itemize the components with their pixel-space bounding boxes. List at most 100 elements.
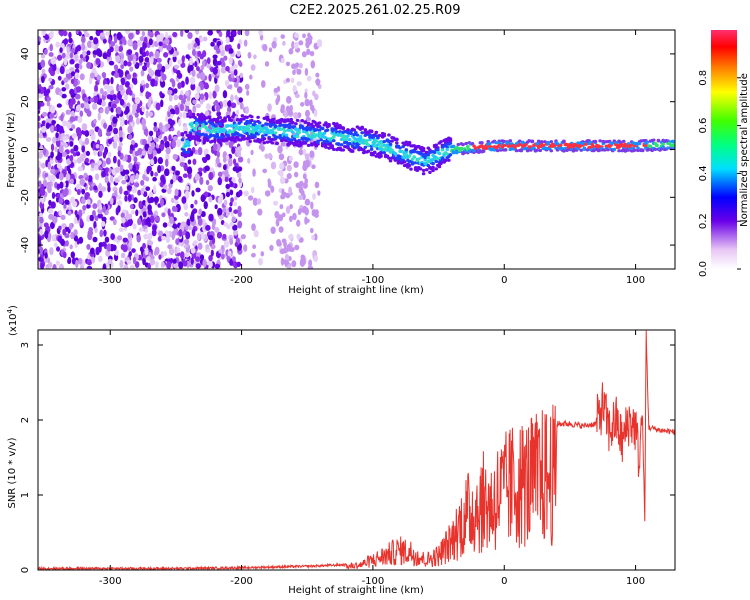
spectrogram-cell — [104, 236, 110, 243]
spectrogram-cell — [112, 93, 117, 101]
spectrogram-cell — [229, 180, 234, 188]
spectrogram-cell — [214, 227, 220, 233]
spectrogram-cell — [55, 132, 59, 139]
snr-ticks: -300 -200 -100 0 100 0 1 2 3 — [20, 330, 675, 587]
spectrogram-cell — [238, 61, 243, 67]
spectrogram-cell — [236, 172, 242, 178]
spectrogram-cell — [69, 52, 74, 59]
x-tick-label: -100 — [362, 576, 385, 587]
spectrogram-cell — [174, 64, 180, 70]
snr-x-axis-label: Height of straight line (km) — [288, 585, 424, 596]
spectrogram-cell — [178, 228, 183, 237]
spectrogram-cell — [141, 30, 146, 37]
spectrogram-cell — [51, 191, 56, 200]
spectrogram-cell — [200, 194, 206, 203]
spectrogram-cell — [149, 258, 156, 266]
spectrogram-cell — [39, 217, 44, 224]
colorbar-gradient — [711, 30, 737, 269]
spectrogram-cell — [204, 110, 210, 118]
spectrogram-cell — [306, 37, 313, 46]
spectrogram-cell — [231, 115, 235, 119]
spectrogram-cell — [114, 166, 120, 174]
spectrogram-cell — [278, 123, 282, 128]
spectrogram-cell — [209, 133, 213, 137]
spectrogram-cell — [126, 61, 132, 67]
spectrogram-cell — [238, 97, 244, 103]
spectrogram-cell — [286, 264, 292, 269]
spectrogram-cell — [339, 143, 344, 147]
spectrogram-cell — [225, 36, 230, 44]
spectrogram-cell — [322, 139, 327, 144]
spectrogram-cell — [245, 115, 249, 119]
spectrogram-cell — [75, 93, 81, 100]
spectrogram-cell — [336, 142, 341, 146]
spectrogram-cell — [235, 117, 240, 122]
spectrogram-cell — [223, 164, 227, 171]
spectrogram-cell — [277, 145, 283, 154]
spectrogram-cell — [68, 37, 73, 44]
spectrogram-cell — [118, 130, 123, 138]
spectrogram-cell — [94, 84, 99, 93]
spectrogram-cell — [40, 257, 44, 263]
spectrogram-cell — [95, 246, 100, 256]
spectrogram-cell — [301, 205, 308, 214]
spectrogram-cell — [293, 32, 300, 38]
spectrogram-cell — [121, 179, 127, 185]
spectrogram-cell — [185, 54, 190, 59]
spectrogram-cell — [143, 191, 148, 198]
spectrogram-cell — [212, 143, 218, 151]
spectrogram-cell — [186, 143, 191, 148]
spectrogram-cell — [48, 84, 54, 90]
spectrogram-cell — [447, 158, 451, 162]
spectrogram-cell — [112, 140, 118, 149]
spectrogram-cell — [129, 66, 134, 72]
spectrogram-cell — [183, 202, 189, 211]
spectrogram-cell — [549, 140, 554, 144]
spectrogram-cell — [231, 135, 235, 139]
spectrogram-cell — [180, 132, 185, 136]
spectrogram-cell — [101, 170, 106, 178]
spectrogram-cell — [64, 199, 70, 205]
spectrogram-cell — [102, 52, 108, 60]
spectrogram-cell — [296, 219, 301, 227]
spectrogram-cell — [155, 102, 161, 111]
spectrogram-cell — [292, 212, 297, 221]
spectrogram-cell — [167, 208, 171, 217]
spectrogram-cell — [194, 199, 198, 205]
spectrogram-cell — [183, 144, 188, 148]
x-tick-label: -200 — [230, 275, 253, 286]
spectrogram-cell — [310, 201, 314, 210]
spectrogram-cell — [193, 126, 197, 131]
spectrogram-cell — [135, 30, 140, 35]
spectrogram-cell — [79, 73, 85, 81]
spectrogram-cell — [132, 72, 137, 78]
spectrogram-cell — [387, 133, 391, 137]
spectrogram-cell — [126, 49, 133, 55]
spectrogram-cell — [73, 216, 78, 225]
spectrogram-cell — [350, 149, 355, 153]
spectrogram-cell — [69, 116, 75, 122]
spectrogram-cell — [114, 190, 118, 198]
spectrogram-cell — [169, 108, 175, 114]
spectrogram-cell — [127, 232, 132, 239]
y-tick-label: 3 — [20, 342, 31, 348]
spectrogram-cell — [176, 247, 181, 254]
spectrogram-cell — [233, 69, 238, 76]
spectrogram-cell — [72, 152, 77, 157]
spectrogram-cell — [171, 165, 176, 172]
spectrogram-cell — [214, 204, 218, 210]
spectrogram-cell — [265, 140, 270, 144]
spectrogram-cell — [86, 50, 91, 56]
spectrogram-cell — [200, 37, 204, 42]
spectrogram-cell — [317, 190, 321, 196]
spectrogram-cell — [167, 111, 171, 118]
spectrogram-cell — [128, 162, 133, 170]
spectrogram-cell — [160, 79, 166, 88]
spectrogram-cell — [94, 215, 99, 222]
spectrogram-cell — [150, 56, 154, 65]
spectrogram-cell — [284, 254, 290, 261]
spectrogram-cell — [243, 190, 249, 197]
spectrogram-cell — [56, 183, 61, 190]
spectrogram-cell — [288, 233, 294, 240]
spectrogram-cell — [51, 63, 57, 72]
